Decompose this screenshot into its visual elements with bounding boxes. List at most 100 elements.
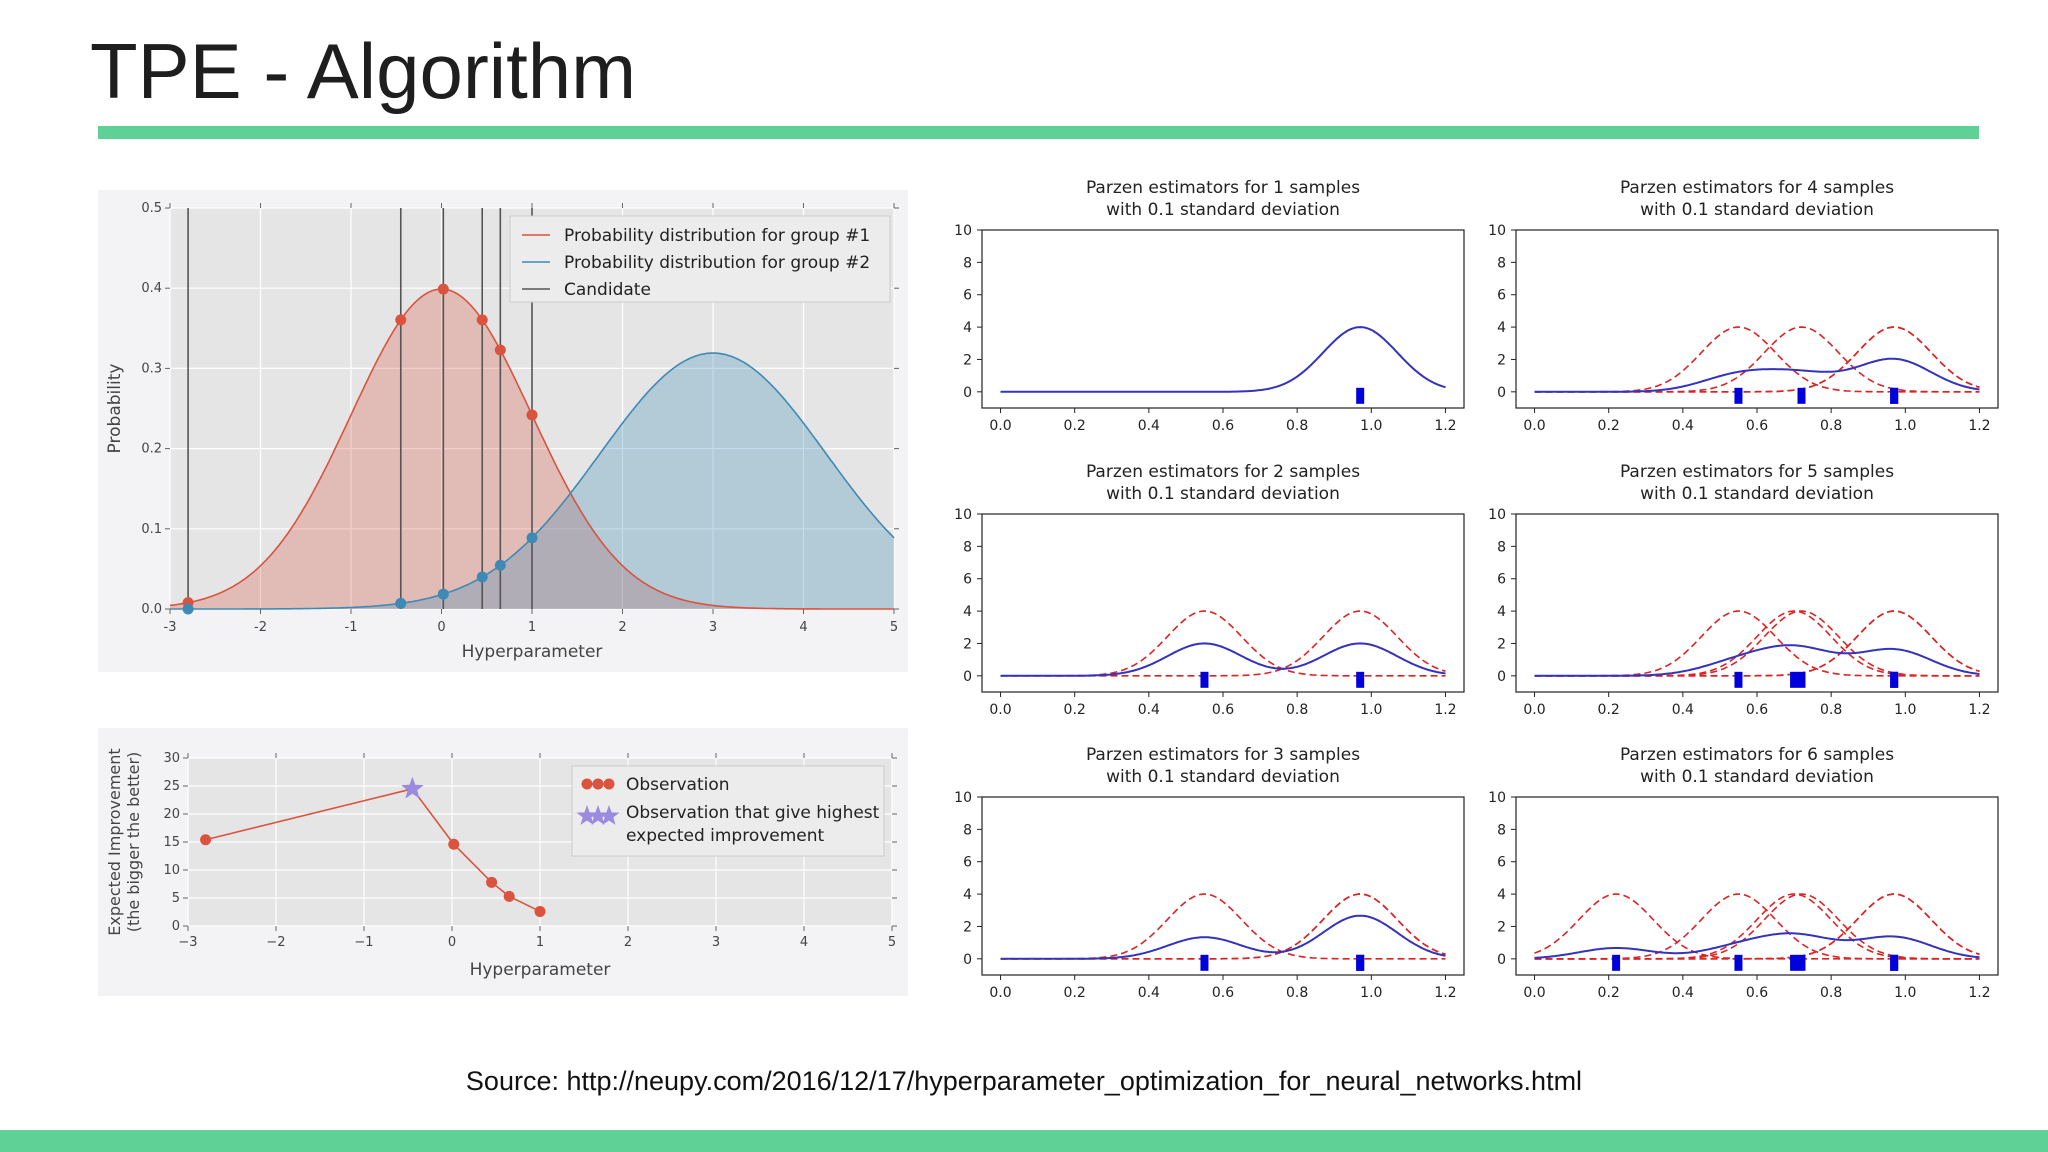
legend-observation-marker bbox=[603, 778, 615, 790]
y-tick-label: 4 bbox=[963, 604, 972, 620]
kernel-curve bbox=[1000, 610, 1446, 677]
x-tick-label: 0.2 bbox=[1064, 702, 1086, 718]
x-tick-label: −2 bbox=[266, 935, 285, 950]
slide-title: TPE - Algorithm bbox=[90, 27, 637, 115]
y-tick-label: 2 bbox=[963, 352, 972, 368]
observation-point bbox=[486, 876, 498, 888]
sample-marker bbox=[1612, 954, 1621, 971]
x-tick-label: 0.0 bbox=[1523, 418, 1545, 434]
y-tick-label: 0.3 bbox=[141, 361, 162, 376]
y-tick-label: 6 bbox=[1497, 855, 1506, 871]
sample-marker bbox=[1890, 954, 1899, 971]
x-tick-label: 1.0 bbox=[1360, 985, 1382, 1001]
density-curve bbox=[1000, 914, 1446, 960]
y-tick-label: 10 bbox=[1488, 507, 1506, 523]
x-tick-label: -1 bbox=[345, 620, 358, 635]
x-tick-label: 3 bbox=[709, 620, 717, 635]
y-tick-label: 25 bbox=[163, 779, 180, 794]
y-tick-label: 20 bbox=[163, 807, 180, 822]
x-tick-label: 0.6 bbox=[1746, 702, 1768, 718]
y-tick-label: 4 bbox=[1497, 604, 1506, 620]
ei-line bbox=[205, 787, 541, 913]
x-tick-label: 0.8 bbox=[1286, 418, 1308, 434]
kernel-curve bbox=[1000, 893, 1446, 960]
y-tick-label: 8 bbox=[963, 822, 972, 838]
legend-star-marker bbox=[576, 805, 598, 825]
y-tick-label: 6 bbox=[1497, 288, 1506, 304]
legend-observation-marker bbox=[581, 778, 593, 790]
group1-point bbox=[395, 314, 407, 326]
y-tick-label: 4 bbox=[1497, 887, 1506, 903]
group2-point bbox=[526, 532, 538, 544]
y-tick-label: 10 bbox=[954, 223, 972, 239]
y-tick-label: 0.5 bbox=[141, 201, 162, 216]
y-axis-label: Probability bbox=[105, 364, 125, 454]
x-tick-label: 0.4 bbox=[1138, 418, 1160, 434]
panel-frame bbox=[1515, 796, 1999, 976]
y-tick-label: 30 bbox=[163, 751, 180, 766]
panel-frame bbox=[1515, 513, 1999, 693]
x-tick-label: 1.0 bbox=[1360, 702, 1382, 718]
sample-marker bbox=[1890, 671, 1899, 688]
x-tick-label: -2 bbox=[254, 620, 267, 635]
group1-point bbox=[494, 344, 506, 356]
panel-frame bbox=[981, 229, 1465, 409]
x-tick-label: 0.8 bbox=[1820, 702, 1842, 718]
x-tick-label: 0.6 bbox=[1212, 418, 1234, 434]
y-tick-label: 0 bbox=[1497, 385, 1506, 401]
expected-improvement-chart: −3 −2 −1 0 1 2 3 4 5 0 5 10 15 20 25 30 Hyperparameter Ex… bbox=[98, 728, 908, 996]
y-tick-label: 0 bbox=[963, 385, 972, 401]
x-tick-label: 0.8 bbox=[1286, 702, 1308, 718]
group2-point bbox=[494, 559, 506, 571]
group1-point bbox=[476, 314, 488, 326]
x-tick-label: 0.6 bbox=[1212, 702, 1234, 718]
y-tick-label: 4 bbox=[1497, 320, 1506, 336]
y-tick-label: 10 bbox=[954, 790, 972, 806]
panel-subtitle: with 0.1 standard deviation bbox=[1106, 484, 1340, 504]
panel-title: Parzen estimators for 4 samples bbox=[1620, 178, 1894, 198]
legend-observation-marker bbox=[592, 778, 604, 790]
x-tick-label: 0.2 bbox=[1598, 985, 1620, 1001]
kernel-curve bbox=[1534, 326, 1980, 393]
density-curve bbox=[1534, 932, 1980, 959]
x-tick-label: −3 bbox=[178, 935, 197, 950]
sample-marker bbox=[1734, 387, 1743, 404]
x-tick-label: 0.4 bbox=[1138, 985, 1160, 1001]
x-tick-label: 0.6 bbox=[1746, 985, 1768, 1001]
y-axis-label-line: (the bigger the better) bbox=[124, 752, 143, 933]
x-tick-label: 0.0 bbox=[1523, 702, 1545, 718]
y-tick-label: 15 bbox=[163, 835, 180, 850]
observation-point bbox=[503, 890, 515, 902]
panel-subtitle: with 0.1 standard deviation bbox=[1640, 484, 1874, 504]
x-tick-label: 0.2 bbox=[1064, 985, 1086, 1001]
panel-subtitle: with 0.1 standard deviation bbox=[1640, 200, 1874, 220]
legend-box bbox=[571, 765, 885, 857]
y-tick-label: 2 bbox=[963, 636, 972, 652]
x-tick-label: 0.2 bbox=[1598, 702, 1620, 718]
sample-marker bbox=[1797, 954, 1806, 971]
sample-marker bbox=[1890, 387, 1899, 404]
x-tick-label: 0.8 bbox=[1286, 985, 1308, 1001]
x-tick-label: 2 bbox=[618, 620, 626, 635]
x-tick-label: 1.2 bbox=[1968, 702, 1990, 718]
sample-marker bbox=[1356, 671, 1365, 688]
x-tick-label: 5 bbox=[888, 935, 896, 950]
y-tick-label: 0.2 bbox=[141, 442, 162, 457]
x-tick-label: 0.0 bbox=[989, 702, 1011, 718]
kernel-curve bbox=[1534, 610, 1980, 677]
y-tick-label: 8 bbox=[1497, 255, 1506, 271]
sample-marker bbox=[1734, 954, 1743, 971]
y-tick-label: 0 bbox=[172, 919, 180, 934]
legend-label: Probability distribution for group #2 bbox=[564, 253, 870, 273]
group1-point bbox=[526, 409, 538, 421]
y-tick-label: 0.4 bbox=[141, 281, 162, 296]
y-tick-label: 10 bbox=[954, 507, 972, 523]
x-tick-label: 0.8 bbox=[1820, 985, 1842, 1001]
distribution-chart: -3 -2 -1 0 1 2 3 4 5 0.0 0.1 0.2 0.3 0.4 0.5 Hyperparam… bbox=[98, 190, 908, 672]
y-tick-label: 2 bbox=[1497, 636, 1506, 652]
x-tick-label: 1.0 bbox=[1360, 418, 1382, 434]
